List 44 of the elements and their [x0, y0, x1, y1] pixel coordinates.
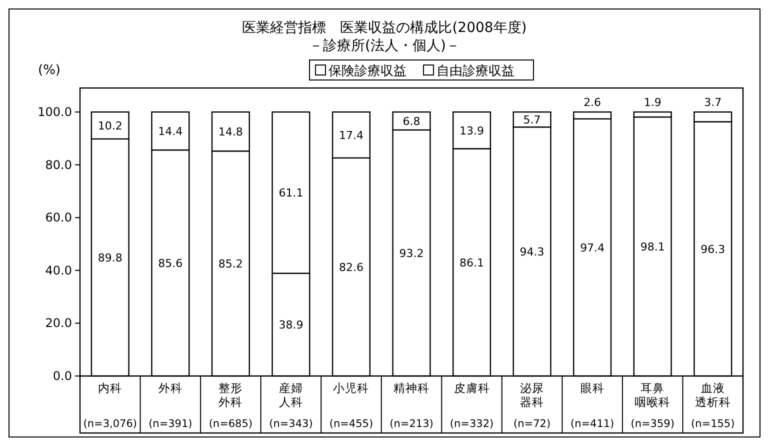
- data-label: 14.4: [158, 125, 183, 138]
- chart-subtitle: －診療所(法人・個人)－: [309, 38, 460, 54]
- data-label: 3.7: [704, 96, 722, 109]
- legend-label: 保険診療収益: [328, 64, 406, 79]
- data-label: 89.8: [98, 251, 122, 264]
- y-tick-label: 100.0: [38, 105, 72, 119]
- data-label: 94.3: [520, 246, 544, 259]
- data-label: 13.9: [460, 124, 484, 138]
- data-label: 98.1: [640, 240, 665, 254]
- x-tick-label: 耳鼻咽喉科 (n=359): [630, 381, 674, 430]
- data-label: 85.6: [158, 257, 183, 270]
- x-tick-label: 整形外科 (n=685): [208, 381, 253, 430]
- y-tick-label: 80.0: [45, 158, 72, 172]
- data-label: 93.2: [399, 246, 424, 260]
- data-label: 1.9: [644, 96, 662, 109]
- y-tick-label: 0.0: [52, 369, 72, 383]
- data-label: 86.1: [460, 256, 484, 270]
- data-label: 38.9: [278, 318, 304, 332]
- category-label: 外科 (n=391): [148, 381, 192, 430]
- category-label: 眼科 (n=411): [570, 381, 614, 430]
- category-label: 皮膚科 (n=332): [450, 381, 494, 430]
- category-label: 小児科 (n=455): [329, 381, 374, 430]
- category-label: 精神科 (n=213): [390, 381, 434, 430]
- y-tick-label: 60.0: [45, 210, 72, 225]
- x-tick-label: 泌尿器科 (n=72): [514, 381, 551, 430]
- data-label: 10.2: [98, 119, 122, 132]
- data-label: 14.8: [218, 126, 243, 139]
- x-tick-label: 血液透析科 (n=155): [691, 381, 735, 430]
- y-tick-label: 40.0: [45, 263, 72, 278]
- legend-label: 自由診療収益: [436, 64, 514, 79]
- category-label: 内科 (n=3,076): [83, 381, 137, 430]
- data-label: 2.6: [584, 96, 602, 109]
- x-tick-label: 産婦人科 (n=343): [269, 381, 313, 430]
- data-label: 85.2: [218, 258, 243, 271]
- data-label: 17.4: [338, 128, 364, 142]
- data-label: 6.8: [402, 114, 420, 128]
- y-tick-label: 20.0: [45, 316, 72, 330]
- data-label: 5.7: [523, 114, 541, 127]
- data-label: 96.3: [700, 242, 726, 256]
- data-label: 97.4: [580, 241, 605, 254]
- chart-title: 医業経営指標 医業収益の構成比(2008年度): [242, 20, 527, 36]
- data-label: 61.1: [278, 186, 304, 200]
- data-label: 82.6: [338, 260, 364, 274]
- y-axis-title: (%): [38, 63, 60, 78]
